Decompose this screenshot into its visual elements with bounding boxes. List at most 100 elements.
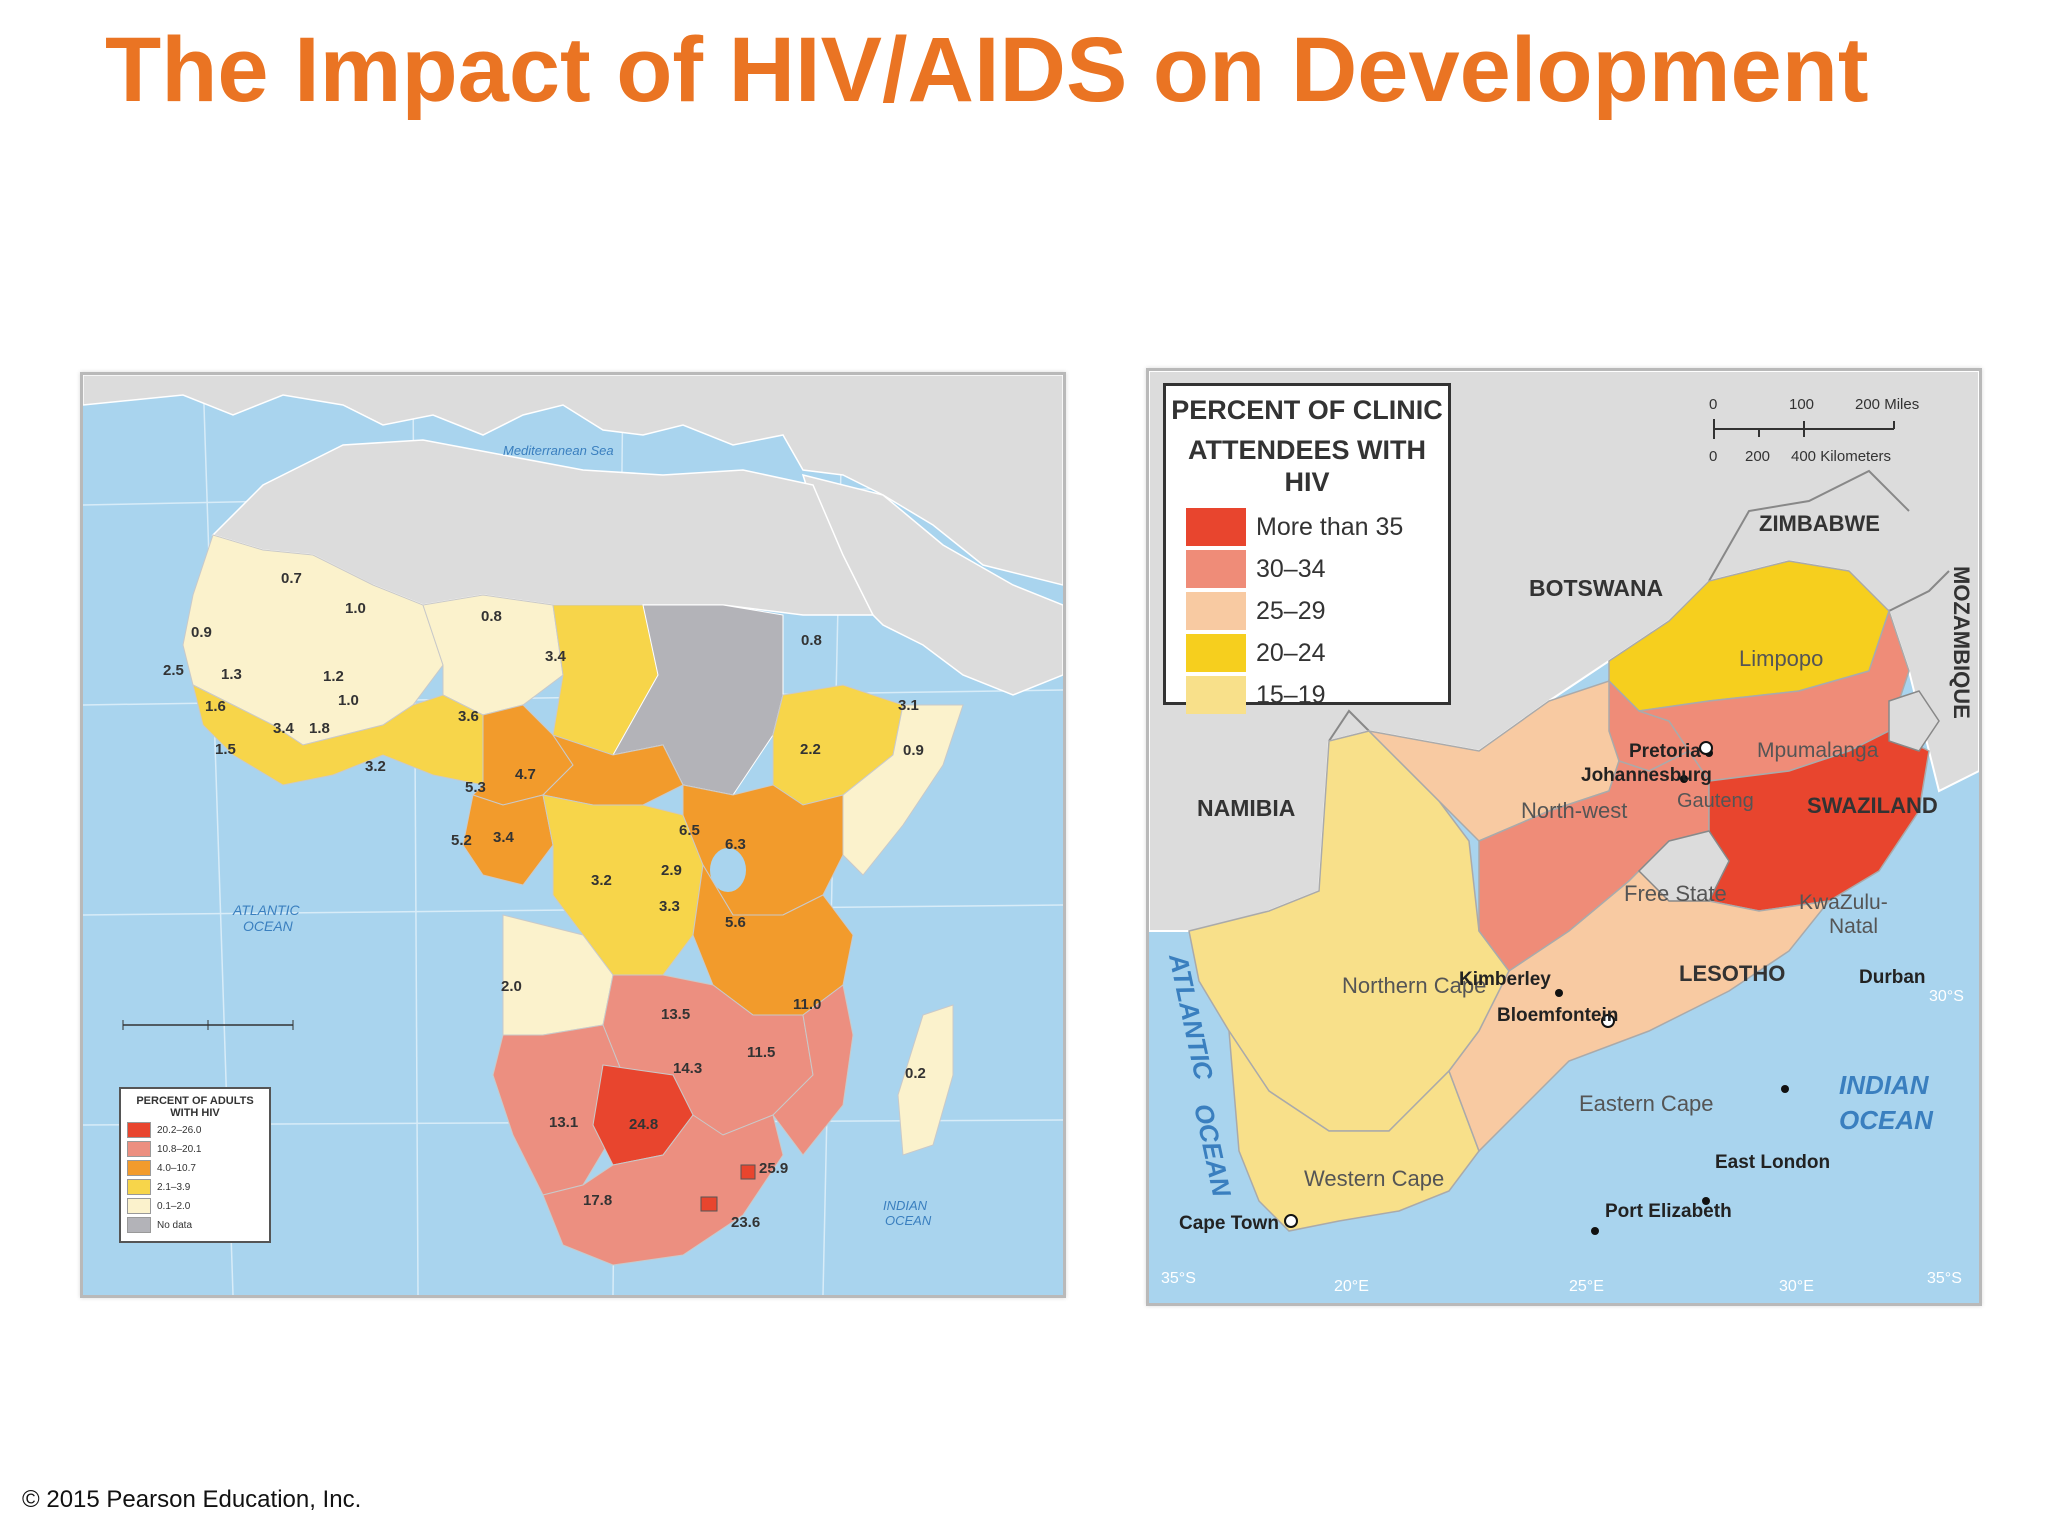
sa-legend-swatch [1186,592,1246,630]
africa-legend-swatch [127,1141,151,1157]
region-lesotho [700,1196,718,1212]
sa-legend-item: 30–34 [1186,550,1448,588]
africa-legend-item: 20.2–26.0 [127,1122,263,1138]
sa-legend-item: 20–24 [1186,634,1448,672]
sa-legend-title-2: ATTENDEES WITH HIV [1188,435,1426,497]
label-bloemfontein: Bloemfontein [1497,1005,1618,1026]
scale-miles-100: 100 [1789,396,1814,413]
indian-label-1: INDIAN [883,1198,928,1213]
label-east-london: East London [1715,1152,1830,1173]
label-lat-right: 35°S [1927,1270,1962,1287]
country-value-label: 17.8 [583,1192,612,1209]
label-kimberley: Kimberley [1459,969,1551,990]
country-value-label: 25.9 [759,1160,788,1177]
label-free-state: Free State [1624,881,1727,906]
label-kwazulu-1: KwaZulu- [1799,891,1888,914]
atlantic-label-1: ATLANTIC [232,902,301,918]
africa-legend-item: No data [127,1217,263,1233]
label-northern-cape: Northern Cape [1342,973,1486,998]
province-western-cape [1228,1030,1480,1232]
country-value-label: 5.2 [451,832,472,849]
africa-value-labels: 0.7 1.0 0.8 3.4 0.8 3.1 0.9 2.2 0.9 2.5 1.3 1.2 1.0 3… [163,570,926,1231]
label-lat-30: 30°S [1929,988,1964,1005]
sa-legend-title-1: PERCENT OF CLINIC [1171,395,1443,425]
label-lesotho: LESOTHO [1679,961,1785,986]
label-pretoria: Pretoria [1629,741,1701,762]
label-swaziland: SWAZILAND [1807,793,1938,818]
sa-legend-label: 25–29 [1256,596,1326,625]
sa-scale-bar: 0 100 200 Miles 0 200 400 Kilometers [1709,396,1919,465]
label-lat-left: 35°S [1161,1270,1196,1287]
label-indian: INDIAN [1839,1070,1930,1100]
country-value-label: 3.2 [365,758,386,775]
africa-legend-swatch [127,1122,151,1138]
africa-map-svg: Mediterranean Sea ATLANTIC OCEAN INDIAN … [83,375,1063,1295]
region-drc [542,794,704,976]
scale-km-200: 200 [1745,448,1770,465]
country-value-label: 6.5 [679,822,700,839]
country-value-label: 2.0 [501,978,522,995]
sa-legend: PERCENT OF CLINIC ATTENDEES WITH HIV Mor… [1163,383,1451,714]
country-value-label: 3.1 [898,697,919,714]
country-value-label: 1.0 [345,600,366,617]
country-value-label: 11.5 [747,1044,775,1061]
country-value-label: 0.8 [801,632,822,649]
label-mpumalanga: Mpumalanga [1757,739,1879,762]
scale-miles-200: 200 Miles [1855,396,1919,413]
country-value-label: 3.3 [659,898,680,915]
lake-victoria [710,848,746,892]
africa-legend-item: 0.1–2.0 [127,1198,263,1214]
country-value-label: 0.9 [191,624,212,641]
label-johannesburg: Johannesburg [1581,765,1712,786]
country-lesotho [1637,830,1730,902]
country-value-label: 1.6 [205,698,226,715]
country-value-label: 6.3 [725,836,746,853]
label-north-west: North-west [1521,798,1627,823]
country-value-label: 0.7 [281,570,302,587]
country-value-label: 14.3 [673,1060,702,1077]
label-cape-town: Cape Town [1179,1213,1279,1234]
copyright-notice: © 2015 Pearson Education, Inc. [22,1486,362,1513]
africa-legend-label: No data [157,1219,193,1231]
country-value-label: 11.0 [793,996,821,1013]
sa-legend-swatch [1186,550,1246,588]
sa-legend-label: More than 35 [1256,512,1404,541]
country-value-label: 2.2 [800,741,821,758]
scale-km-0: 0 [1709,448,1717,465]
indian-label-2: OCEAN [885,1213,932,1228]
label-lon-25: 25°E [1569,1278,1604,1295]
label-namibia: NAMIBIA [1197,795,1295,821]
country-value-label: 3.2 [591,872,612,889]
mediterranean-label: Mediterranean Sea [503,443,614,458]
africa-legend: PERCENT OF ADULTS WITH HIV 20.2–26.0 10.8… [119,1087,271,1243]
sa-legend-swatch [1186,508,1246,546]
country-value-label: 5.3 [465,779,486,796]
country-value-label: 3.6 [458,708,479,725]
sa-legend-label: 15–19 [1256,680,1326,709]
country-value-label: 1.0 [338,692,359,709]
sa-legend-item: More than 35 [1186,508,1448,546]
country-value-label: 1.8 [309,720,330,737]
country-value-label: 13.1 [549,1114,578,1131]
africa-legend-swatch [127,1198,151,1214]
sa-legend-swatch [1186,634,1246,672]
sa-legend-label: 30–34 [1256,554,1326,583]
country-swaziland [1888,690,1940,752]
sa-legend-item: 15–19 [1186,676,1448,714]
label-durban: Durban [1859,967,1926,988]
africa-legend-label: 10.8–20.1 [157,1143,202,1155]
label-limpopo: Limpopo [1739,646,1823,671]
africa-legend-swatch [127,1160,151,1176]
country-value-label: 24.8 [629,1116,658,1133]
label-zimbabwe: ZIMBABWE [1759,511,1880,536]
country-value-label: 23.6 [731,1214,760,1231]
region-mozambique [772,984,854,1156]
africa-legend-label: 2.1–3.9 [157,1181,191,1193]
country-value-label: 0.9 [903,742,924,759]
country-value-label: 5.6 [725,914,746,931]
africa-legend-label: 20.2–26.0 [157,1124,202,1136]
slide-title: The Impact of HIV/AIDS on Development [105,19,1869,121]
africa-legend-swatch [127,1217,151,1233]
africa-scale-bar [122,1020,294,1030]
europe-land [83,375,1063,586]
